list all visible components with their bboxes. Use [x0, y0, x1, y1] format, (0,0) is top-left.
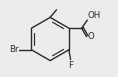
Text: O: O	[87, 32, 94, 41]
Text: OH: OH	[88, 11, 101, 20]
Text: F: F	[68, 61, 73, 70]
Text: Br: Br	[9, 45, 18, 54]
